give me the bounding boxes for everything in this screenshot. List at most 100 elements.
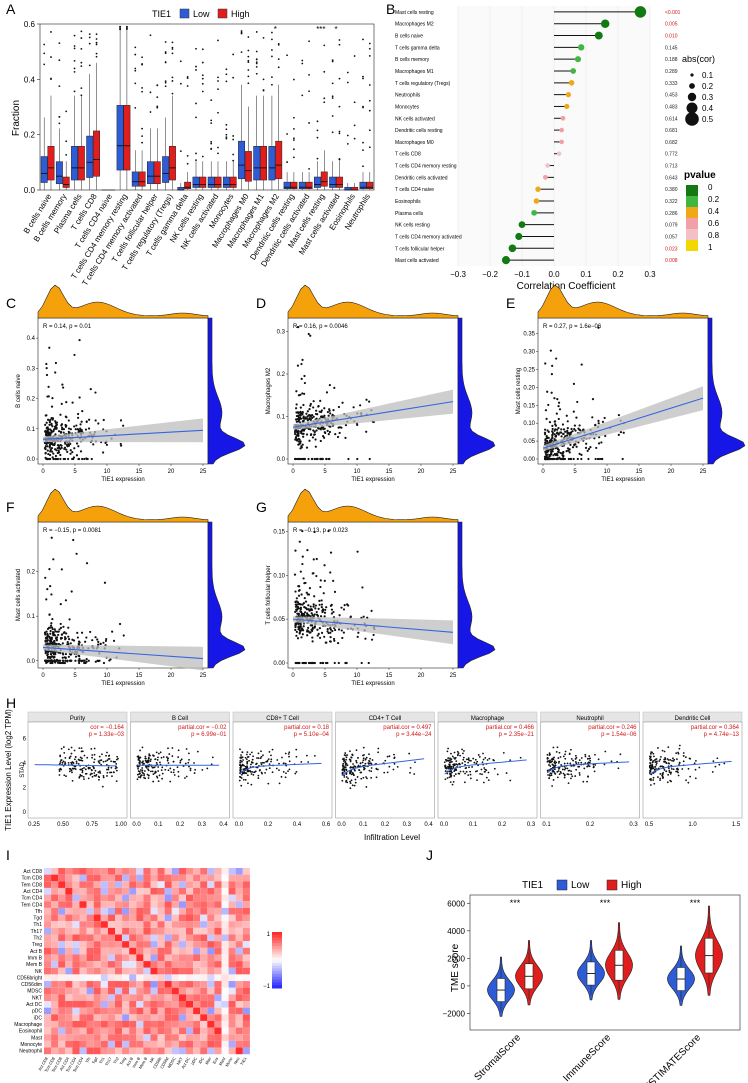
d-top-density xyxy=(287,284,459,319)
i-heatmap-cell xyxy=(150,907,158,915)
i-heatmap-cell xyxy=(150,967,158,975)
h-data-point xyxy=(59,767,62,770)
d-data-point xyxy=(299,447,302,450)
i-heatmap-cell xyxy=(200,954,208,962)
h-data-point xyxy=(147,777,150,779)
i-heatmap-cell xyxy=(157,901,165,908)
a-outlier-point xyxy=(323,44,326,47)
c-data-point xyxy=(77,429,80,432)
h-data-point xyxy=(580,761,583,764)
h-data-point xyxy=(659,779,661,782)
i-col-label: Th17 xyxy=(104,1056,113,1067)
i-heatmap-cell xyxy=(186,994,194,1001)
c-data-point xyxy=(48,443,52,447)
h-data-point xyxy=(93,761,95,764)
h-data-point xyxy=(548,777,551,779)
a-outlier-point xyxy=(353,101,356,104)
i-heatmap-cell xyxy=(242,1047,250,1055)
c-data-point xyxy=(49,428,52,431)
h-data-point xyxy=(474,758,477,761)
h-data-point xyxy=(668,771,671,773)
panel-label-e: E xyxy=(506,295,515,311)
i-heatmap-cell xyxy=(72,868,80,875)
h-data-point xyxy=(659,758,662,761)
i-heatmap-cell xyxy=(214,881,222,888)
d-data-point xyxy=(320,415,323,418)
a-outlier-point xyxy=(331,82,334,85)
e-data-point xyxy=(548,439,552,442)
i-heatmap-cell xyxy=(86,1007,94,1015)
i-heatmap-cell xyxy=(65,1014,73,1021)
c-data-point xyxy=(59,457,62,461)
h-data-point xyxy=(649,762,652,765)
i-heatmap-cell xyxy=(51,894,59,902)
f-data-point xyxy=(51,655,54,658)
i-heatmap-cell xyxy=(228,914,236,922)
i-heatmap-cell xyxy=(193,907,201,915)
h-data-point xyxy=(593,770,596,773)
a-outlier-point xyxy=(353,137,356,140)
i-heatmap-cell xyxy=(221,1001,229,1008)
e-data-point xyxy=(552,454,555,457)
i-heatmap-cell xyxy=(93,987,101,995)
c-data-point xyxy=(81,410,84,413)
h-data-point xyxy=(481,773,483,776)
b-color-legend-swatch xyxy=(686,229,698,240)
e-data-point xyxy=(551,424,554,427)
h-data-point xyxy=(649,766,651,769)
c-data-point xyxy=(73,447,76,450)
i-heatmap-cell xyxy=(193,901,201,908)
h-data-point xyxy=(142,760,144,763)
i-heatmap-cell xyxy=(115,901,123,908)
i-heatmap-cell xyxy=(200,914,208,922)
i-heatmap-cell xyxy=(171,901,179,908)
i-heatmap-cell xyxy=(228,921,236,928)
h-facet-panel xyxy=(27,721,128,819)
a-outlier-point xyxy=(95,43,98,46)
i-heatmap-cell xyxy=(44,974,52,982)
i-heatmap-cell xyxy=(58,907,66,915)
e-data-point xyxy=(601,457,604,461)
h-data-point xyxy=(257,757,260,760)
a-outlier-point xyxy=(232,76,235,79)
h-data-point xyxy=(375,776,378,779)
i-heatmap-cell xyxy=(79,941,87,948)
h-data-point xyxy=(341,764,344,767)
i-heatmap-cell xyxy=(214,1001,222,1008)
a-outlier-point xyxy=(247,75,250,78)
i-heatmap-cell xyxy=(235,967,243,975)
b-row-label: T cells regulatory (Tregs) xyxy=(395,81,451,87)
c-data-point xyxy=(48,421,51,424)
i-heatmap-cell xyxy=(86,967,94,975)
i-heatmap-cell xyxy=(58,934,66,942)
i-heatmap-cell xyxy=(58,894,66,902)
h-data-point xyxy=(185,748,188,750)
h-data-point xyxy=(260,750,262,753)
g-x-tick-label: 15 xyxy=(386,673,393,679)
h-x-tick-label: 0.0 xyxy=(132,822,141,828)
h-data-point xyxy=(249,770,252,773)
h-data-point xyxy=(278,769,280,771)
i-heatmap-cell xyxy=(79,1007,87,1015)
e-data-point xyxy=(545,417,548,420)
a-outlier-point xyxy=(301,59,304,62)
d-data-point xyxy=(365,430,368,433)
a-outlier-point xyxy=(195,65,197,68)
c-data-point xyxy=(63,446,67,449)
g-data-point xyxy=(307,630,310,633)
i-heatmap-cell xyxy=(93,921,101,928)
h-data-point xyxy=(256,757,258,759)
h-data-point xyxy=(563,768,566,771)
d-data-point xyxy=(301,457,304,461)
h-data-point xyxy=(468,766,470,769)
i-heatmap-cell xyxy=(115,1047,123,1055)
g-data-point xyxy=(327,529,330,533)
i-col-label: MDSC xyxy=(166,1056,176,1069)
h-data-point xyxy=(450,770,452,773)
i-heatmap-cell xyxy=(72,1007,80,1015)
h-data-point xyxy=(655,758,658,760)
i-heatmap-cell xyxy=(122,987,130,995)
h-data-point xyxy=(90,748,93,750)
g-data-point xyxy=(372,633,375,637)
